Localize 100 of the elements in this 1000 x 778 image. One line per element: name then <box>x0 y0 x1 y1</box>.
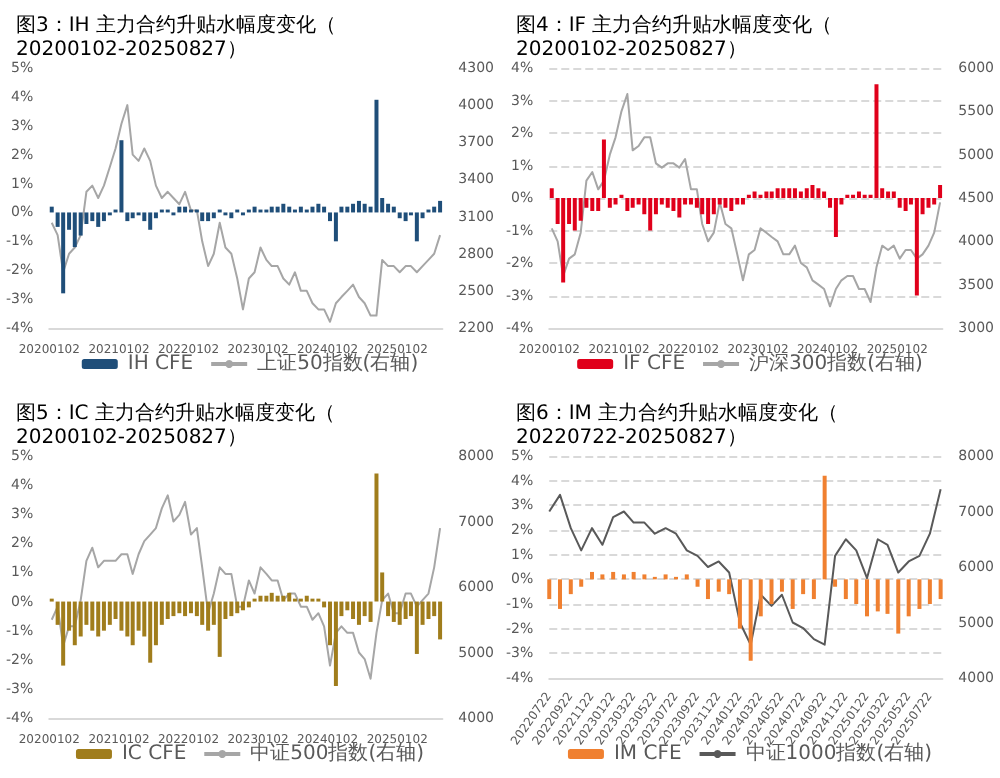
bar <box>194 601 199 617</box>
bar <box>287 592 292 602</box>
bar <box>874 84 879 198</box>
bar <box>438 601 443 640</box>
bar <box>148 601 153 663</box>
bar <box>875 579 880 612</box>
bar <box>148 212 153 230</box>
bar <box>865 579 870 617</box>
bar <box>737 579 742 629</box>
bar <box>856 191 861 198</box>
bar <box>752 191 757 198</box>
chart-title: 图6：IM 主力合约升贴水幅度变化（20220722-20250827） <box>516 401 839 449</box>
chart-title: 图4：IF 主力合约升贴水幅度变化（20200102-20250827） <box>516 13 833 61</box>
bar <box>843 579 848 600</box>
bar <box>684 574 689 580</box>
chart-title: 图5：IC 主力合约升贴水幅度变化（20200102-20250827） <box>16 401 335 449</box>
bar <box>333 601 338 686</box>
bar <box>896 579 901 634</box>
bar <box>801 579 806 595</box>
bar <box>414 601 419 654</box>
bar <box>779 579 784 592</box>
bar <box>61 601 66 666</box>
bar <box>810 185 815 198</box>
bar <box>177 601 182 614</box>
legend-label: 沪深300指数(右轴) <box>749 351 924 375</box>
bar <box>356 601 361 625</box>
bar <box>764 191 769 198</box>
bar <box>171 601 176 617</box>
bar <box>671 198 676 211</box>
bar <box>351 203 356 213</box>
bar <box>729 198 734 211</box>
bar <box>351 601 356 620</box>
bar <box>613 198 618 205</box>
bar <box>611 571 616 580</box>
bar <box>625 198 630 211</box>
bar <box>792 188 797 198</box>
bar <box>781 188 786 198</box>
bar <box>621 574 626 580</box>
legend-label: IC CFE <box>121 743 187 765</box>
chart-title: 图3：IH 主力合约升贴水幅度变化（20200102-20250827） <box>16 13 337 61</box>
bar <box>200 212 205 222</box>
bar <box>740 198 745 205</box>
bar <box>96 212 101 227</box>
bar <box>631 571 636 580</box>
bar <box>568 579 573 595</box>
bar <box>917 579 922 609</box>
bar <box>886 191 891 198</box>
line-series <box>50 494 442 680</box>
bar <box>386 203 391 213</box>
bar <box>397 601 402 625</box>
bar <box>229 601 234 617</box>
bar <box>217 601 222 657</box>
bar <box>101 212 106 222</box>
bar <box>694 198 699 208</box>
bar <box>648 198 653 231</box>
bar <box>183 601 188 617</box>
bar <box>188 601 193 614</box>
bar <box>822 191 827 198</box>
bar <box>787 188 792 198</box>
bar <box>663 574 668 580</box>
bar <box>811 579 816 600</box>
bar <box>891 191 896 198</box>
bar <box>362 601 367 617</box>
bar <box>438 200 443 213</box>
bar <box>281 595 286 602</box>
bar <box>735 198 740 205</box>
bar <box>938 579 943 600</box>
bar <box>549 188 554 198</box>
bar <box>78 601 83 637</box>
bar <box>769 191 774 198</box>
bar <box>705 579 710 600</box>
bar <box>932 198 937 205</box>
bar <box>240 601 245 611</box>
bar <box>125 601 130 637</box>
bar <box>607 198 612 208</box>
bar <box>130 601 135 646</box>
bar <box>200 601 205 625</box>
bar <box>688 198 693 205</box>
bar <box>804 188 809 198</box>
bar <box>897 198 902 208</box>
bar <box>723 198 728 208</box>
bar <box>90 601 95 631</box>
bar <box>206 601 211 631</box>
bar <box>561 198 566 283</box>
bar <box>938 185 943 198</box>
bar <box>854 579 859 604</box>
bar <box>362 203 367 213</box>
bar <box>589 571 594 580</box>
bar <box>590 198 595 211</box>
bar <box>119 140 124 213</box>
bar <box>211 212 216 219</box>
bar <box>706 198 711 224</box>
bar <box>630 198 635 208</box>
bar <box>926 198 931 208</box>
bar <box>903 198 908 211</box>
bar <box>833 198 838 237</box>
bar <box>579 579 584 587</box>
bar <box>90 212 95 222</box>
bar <box>727 579 732 595</box>
bar <box>345 601 350 611</box>
